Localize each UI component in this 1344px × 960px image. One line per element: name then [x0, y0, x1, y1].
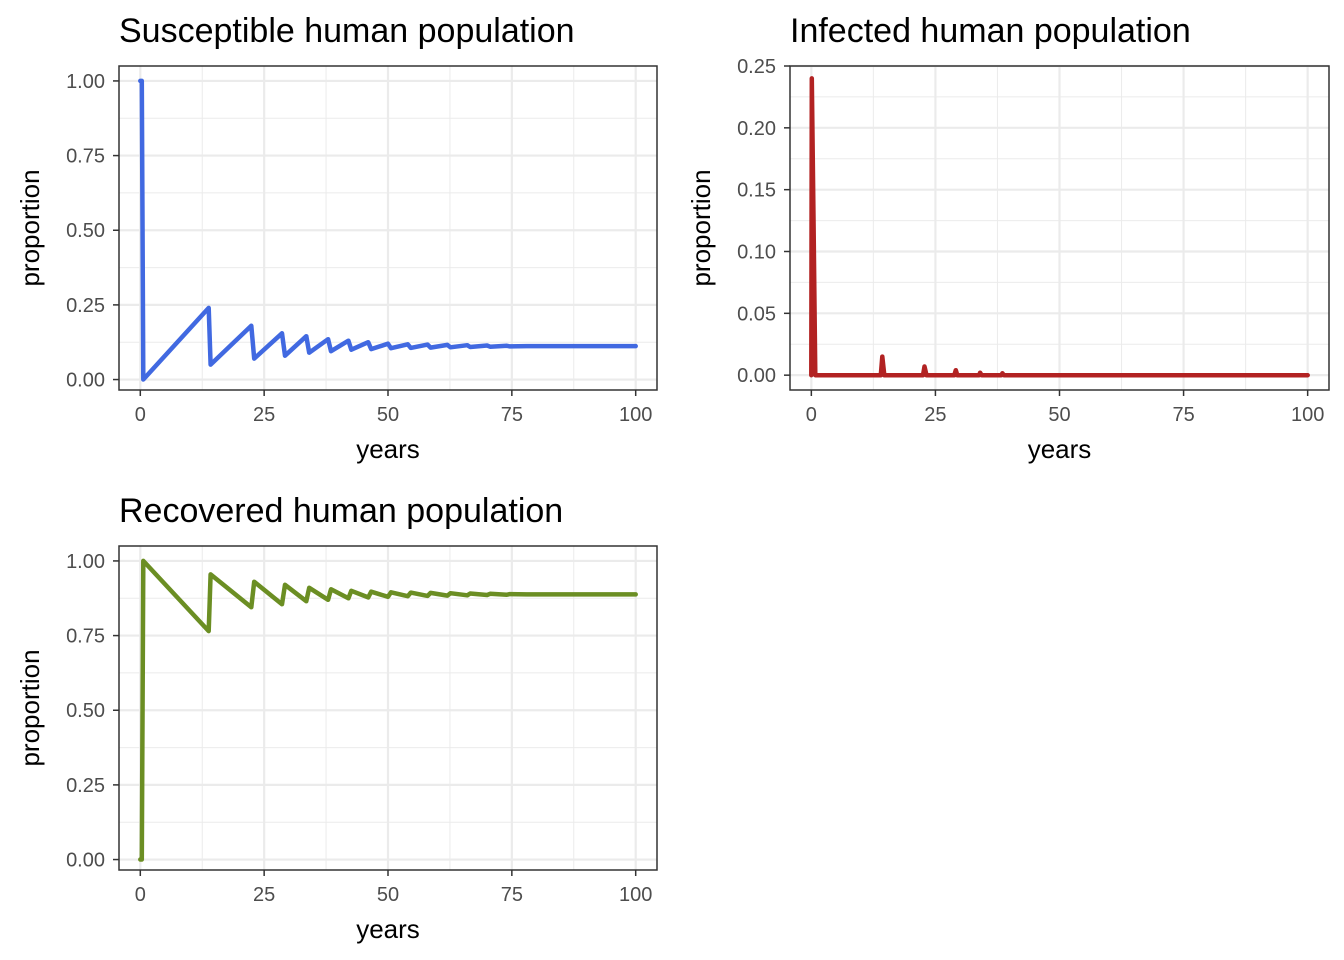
- y-tick-label: 0.15: [737, 180, 776, 202]
- x-tick-label: 50: [1048, 404, 1070, 426]
- y-tick-label: 0.50: [66, 700, 105, 722]
- panel-border: [118, 65, 658, 391]
- x-tick-label: 100: [619, 884, 652, 906]
- x-tick-label: 75: [501, 404, 523, 426]
- y-tick-label: 0.00: [66, 850, 105, 872]
- panel-title: Recovered human population: [119, 492, 563, 530]
- y-tick-label: 0.75: [66, 146, 105, 168]
- series-line-1: [138, 78, 638, 382]
- panel-border: [789, 65, 1330, 391]
- x-tick-label: 25: [253, 404, 275, 426]
- y-tick-label: 0.00: [66, 370, 105, 392]
- y-tick-label: 0.25: [737, 56, 776, 78]
- x-tick-label: 25: [253, 884, 275, 906]
- y-tick-label: 0.10: [737, 241, 776, 263]
- x-tick-label: 0: [135, 884, 146, 906]
- y-tick-label: 0.05: [737, 303, 776, 325]
- panel-3: 0 25 50 75 100 0.00 0.25 0.50 0.75 1.00 Recovered …: [15, 492, 658, 944]
- x-axis-title: years: [356, 914, 420, 944]
- x-tick-label: 0: [806, 404, 817, 426]
- panel-title: Infected human population: [790, 12, 1191, 50]
- series-line-1: [809, 76, 1310, 378]
- panel-2: 0 25 50 75 100 0.00 0.05 0.10 0.15 0.20 0.25 Infect…: [686, 12, 1330, 464]
- panel-1: 0 25 50 75 100 0.00 0.25 0.50 0.75 1.00 Susceptibl…: [15, 12, 658, 464]
- series-line-1: [138, 558, 638, 862]
- x-tick-label: 75: [1172, 404, 1194, 426]
- x-tick-label: 100: [1291, 404, 1324, 426]
- y-tick-label: 0.75: [66, 626, 105, 648]
- y-tick-label: 0.20: [737, 118, 776, 140]
- y-tick-label: 0.25: [66, 775, 105, 797]
- x-axis-title: years: [356, 434, 420, 464]
- panel-border: [118, 545, 658, 871]
- y-axis-title: proportion: [15, 169, 45, 286]
- x-tick-label: 50: [377, 884, 399, 906]
- y-tick-label: 0.25: [66, 295, 105, 317]
- y-tick-label: 0.00: [737, 365, 776, 387]
- x-tick-label: 25: [924, 404, 946, 426]
- y-tick-label: 1.00: [66, 551, 105, 573]
- x-tick-label: 100: [619, 404, 652, 426]
- y-axis-title: proportion: [15, 649, 45, 766]
- x-tick-label: 50: [377, 404, 399, 426]
- x-axis-title: years: [1028, 434, 1092, 464]
- y-axis-title: proportion: [686, 169, 716, 286]
- x-tick-label: 75: [501, 884, 523, 906]
- y-tick-label: 1.00: [66, 71, 105, 93]
- panel-title: Susceptible human population: [119, 12, 575, 50]
- y-tick-label: 0.50: [66, 220, 105, 242]
- x-tick-label: 0: [135, 404, 146, 426]
